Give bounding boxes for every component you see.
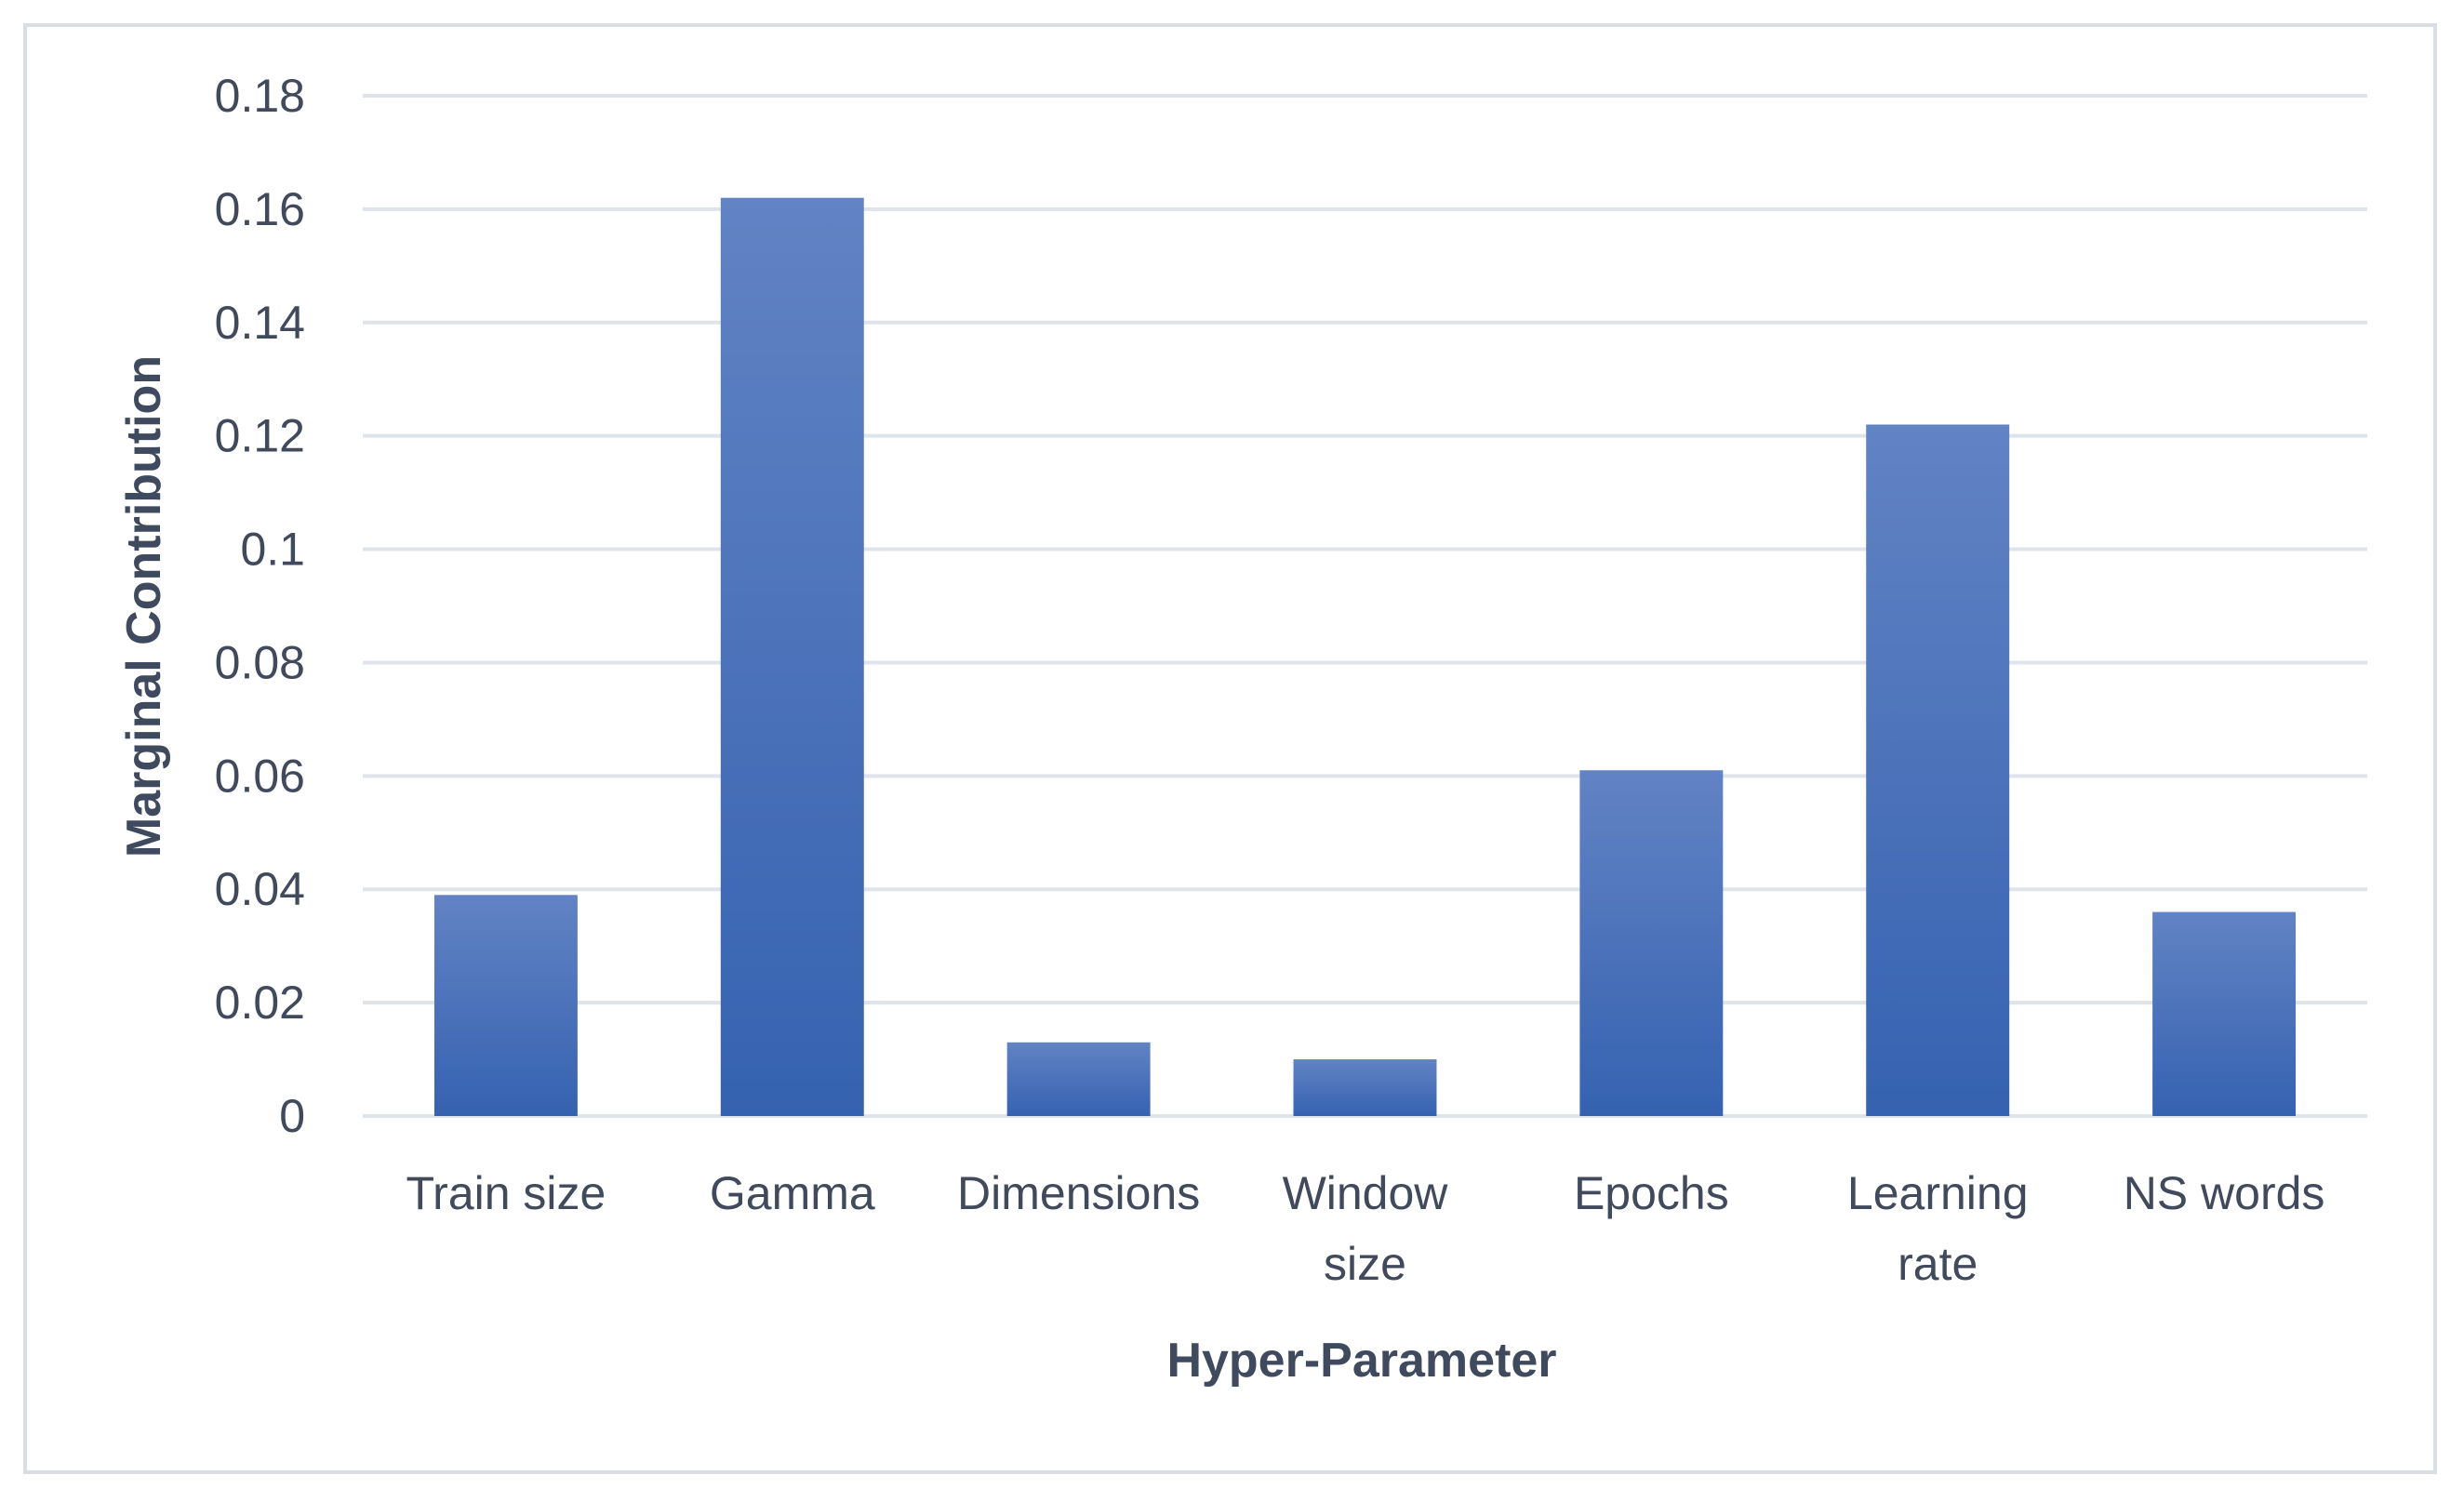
bar <box>1866 424 2010 1116</box>
y-tick-label: 0.06 <box>215 750 305 802</box>
chart-frame <box>23 23 2437 1474</box>
x-tick-label: Train size <box>406 1167 606 1219</box>
x-axis-title: Hyper-Parameter <box>1166 1334 1556 1388</box>
y-axis-title: Marginal Contribution <box>117 355 171 857</box>
y-tick-label: 0.18 <box>215 70 305 122</box>
y-tick-label: 0 <box>279 1090 305 1142</box>
y-tick-label: 0.02 <box>215 977 305 1029</box>
bar <box>1579 770 1724 1116</box>
bar <box>433 895 578 1116</box>
x-tick-label: Epochs <box>1574 1167 1729 1219</box>
y-tick-labels: 0 0.02 0.04 0.06 0.08 0.1 0.12 0.14 0.16 0.18 <box>215 70 305 1142</box>
y-tick-label: 0.14 <box>215 297 305 349</box>
bar <box>1293 1059 1437 1116</box>
y-tick-label: 0.12 <box>215 410 305 462</box>
y-tick-label: 0.04 <box>215 863 305 915</box>
x-tick-label: Window size <box>1283 1167 1449 1290</box>
y-tick-label: 0.1 <box>240 524 305 576</box>
y-tick-label: 0.16 <box>215 183 305 235</box>
bar <box>1006 1042 1151 1116</box>
y-tick-label: 0.08 <box>215 636 305 688</box>
x-tick-label: Learning rate <box>1847 1167 2029 1290</box>
x-tick-label: NS words <box>2124 1167 2325 1219</box>
bars <box>433 197 2297 1116</box>
x-tick-labels: Train size Gamma Dimensions Window size Epoch… <box>406 1167 2324 1290</box>
gridlines <box>363 94 2367 1118</box>
bar <box>2152 911 2297 1116</box>
x-tick-label: Dimensions <box>957 1167 1200 1219</box>
bar <box>720 197 864 1116</box>
x-tick-label: Gamma <box>710 1167 875 1219</box>
